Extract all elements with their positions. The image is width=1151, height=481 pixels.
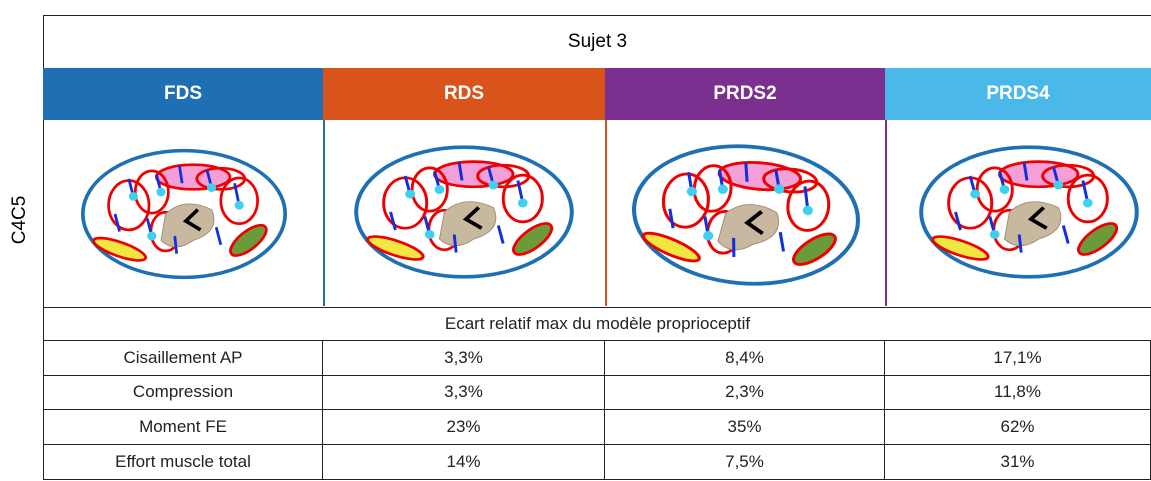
column-header: FDS — [43, 68, 323, 120]
subtitle: Ecart relatif max du modèle propriocepti… — [43, 308, 1151, 341]
row-header: Compression — [43, 375, 323, 410]
column-header: RDS — [323, 68, 605, 120]
value-cell: 8,4% — [605, 341, 885, 376]
row-header: Cisaillement AP — [43, 341, 323, 376]
column-header: PRDS2 — [605, 68, 885, 120]
images — [80, 120, 1139, 306]
value-cell: 3,3% — [323, 341, 605, 376]
value-cell: 14% — [323, 445, 605, 480]
image-row — [43, 120, 1151, 308]
value-cell: 7,5% — [605, 445, 885, 480]
value-cell: 3,3% — [323, 375, 605, 410]
value-cell: 17,1% — [885, 341, 1151, 376]
value-cell: 35% — [605, 410, 885, 445]
table-title: Sujet 3 — [43, 15, 1151, 68]
value-cell: 2,3% — [605, 375, 885, 410]
row-header: Effort muscle total — [43, 445, 323, 480]
value-cell: 62% — [885, 410, 1151, 445]
value-cell: 11,8% — [885, 375, 1151, 410]
column-header: PRDS4 — [885, 68, 1151, 120]
row-header: Moment FE — [43, 410, 323, 445]
value-cell: 31% — [885, 445, 1151, 480]
value-cell: 23% — [323, 410, 605, 445]
